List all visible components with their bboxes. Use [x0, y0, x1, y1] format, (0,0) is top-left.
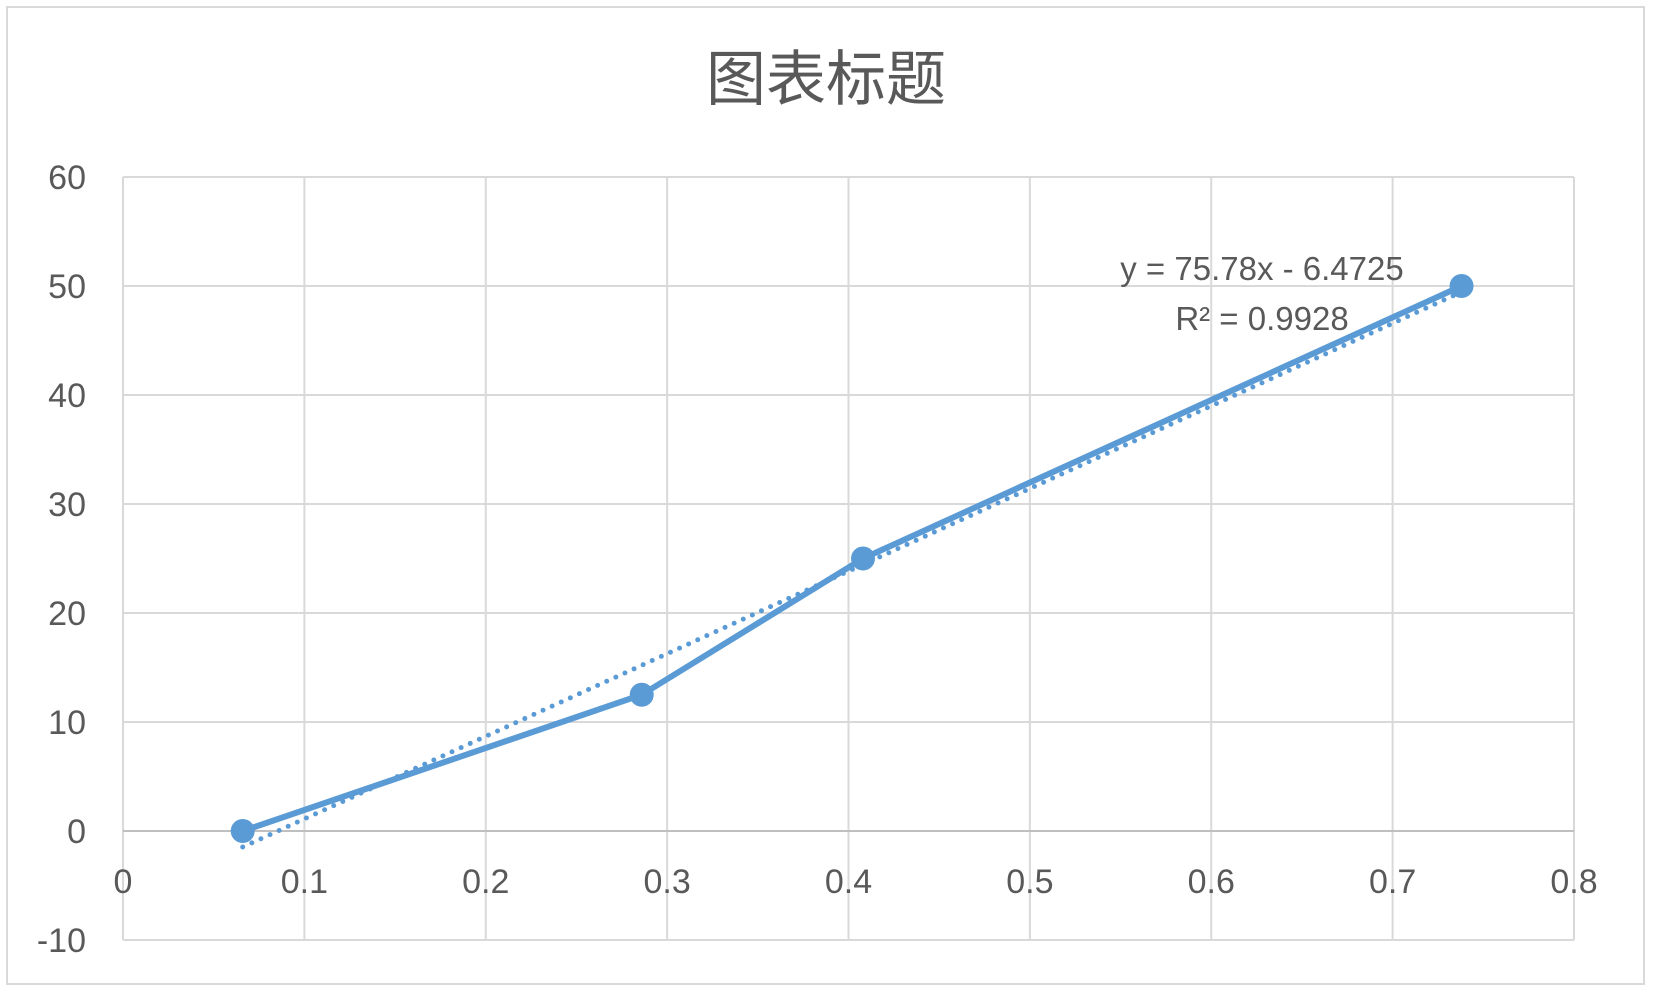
- y-tick-label-7: 60: [48, 159, 86, 197]
- series-line-0: [239, 283, 1465, 834]
- y-tick-label-1: 0: [67, 813, 86, 851]
- gridlines: [122, 176, 1575, 941]
- x-tick-label-3: 0.3: [643, 863, 690, 901]
- chart-frame: [6, 6, 1645, 985]
- y-tick-label-0: -10: [37, 922, 86, 960]
- data-point-1: [629, 682, 654, 707]
- chart-title: 图表标题: [706, 45, 946, 115]
- trendline-equation: y = 75.78x - 6.4725: [1120, 250, 1403, 287]
- y-tick-labels: -10 0 10 20 30 40 50 60: [37, 159, 86, 960]
- y-tick-label-3: 20: [48, 595, 86, 633]
- data-point-3: [1449, 274, 1474, 298]
- y-tick-label-6: 50: [48, 268, 86, 306]
- y-tick-label-5: 40: [48, 377, 86, 415]
- x-tick-label-6: 0.6: [1188, 863, 1235, 901]
- x-tick-label-0: 0: [114, 863, 133, 901]
- x-tick-label-7: 0.7: [1369, 863, 1416, 901]
- data-point-0: [230, 819, 255, 843]
- x-tick-label-4: 0.4: [825, 863, 872, 901]
- trendline-r-squared: R² = 0.9928: [1175, 300, 1348, 337]
- trendline-group: [240, 289, 1465, 850]
- x-tick-label-8: 0.8: [1550, 863, 1597, 901]
- x-tick-label-5: 0.5: [1006, 863, 1053, 901]
- y-tick-label-4: 30: [48, 486, 86, 524]
- series-group: [230, 274, 1474, 843]
- y-tick-label-2: 10: [48, 704, 86, 742]
- x-tick-label-2: 0.2: [462, 863, 509, 901]
- trendline: [240, 289, 1465, 850]
- x-tick-label-1: 0.1: [281, 863, 328, 901]
- x-tick-labels: 0 0.1 0.2 0.3 0.4 0.5 0.6 0.7 0.8: [114, 863, 1598, 901]
- data-point-2: [851, 546, 876, 571]
